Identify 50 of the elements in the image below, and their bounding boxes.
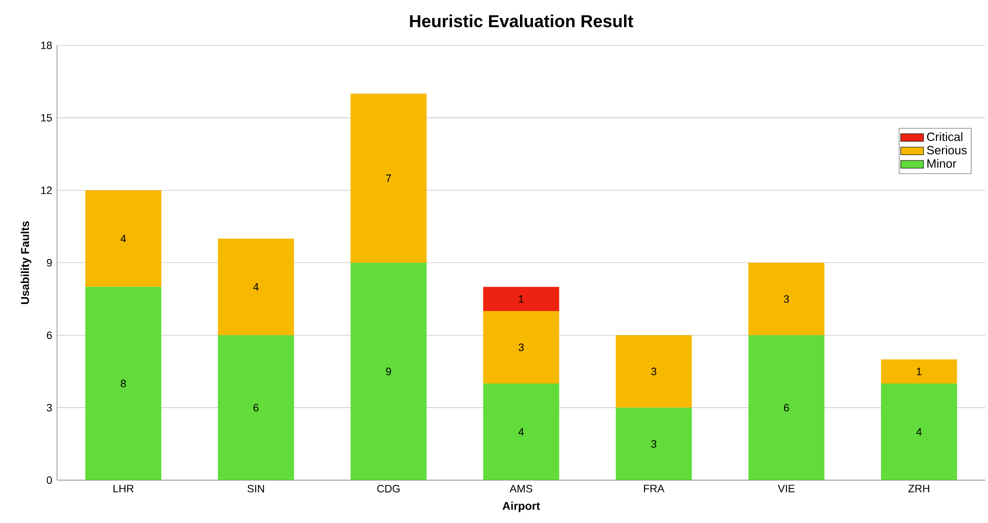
data-label: 1	[916, 368, 922, 376]
chart-title: Heuristic Evaluation Result	[410, 14, 634, 28]
bar	[483, 383, 560, 480]
legend-label: Critical	[927, 132, 962, 141]
bar	[85, 286, 162, 480]
bar	[748, 335, 824, 480]
data-label: 3	[651, 440, 656, 448]
bar	[350, 94, 427, 263]
y-tick-label: 0	[46, 476, 52, 484]
y-tick-label: 18	[41, 41, 52, 50]
bar	[483, 310, 560, 384]
data-label: 3	[651, 368, 656, 376]
bar	[881, 383, 958, 480]
data-label: 3	[518, 343, 524, 351]
y-axis-title: Usability Faults	[20, 221, 32, 304]
x-axis-title: Airport	[502, 501, 540, 512]
data-label: 4	[253, 283, 259, 290]
bar	[616, 408, 692, 480]
y-tick-label: 9	[46, 258, 52, 266]
x-tick-label: LHR	[114, 484, 134, 492]
bar	[483, 286, 560, 311]
bar	[881, 359, 958, 384]
y-tick-label: 15	[41, 114, 52, 122]
x-tick-label: CDG	[377, 484, 400, 492]
x-tick-label: VIE	[778, 484, 795, 492]
y-tick-label: 12	[41, 186, 52, 194]
x-tick-label: FRA	[644, 484, 664, 492]
data-label: 4	[120, 234, 126, 242]
data-label: 8	[120, 380, 126, 388]
x-tick-label: AMS	[510, 484, 532, 492]
y-tick-label: 3	[46, 404, 52, 412]
data-label: 3	[784, 295, 789, 303]
data-label: 6	[254, 404, 258, 412]
data-label: 9	[386, 368, 392, 376]
data-label: 1	[519, 295, 524, 303]
y-tick-label: 6	[46, 331, 52, 339]
data-label: 6	[784, 404, 789, 412]
bar	[350, 262, 427, 480]
x-tick-label: SIN	[248, 484, 264, 492]
bar	[218, 335, 294, 480]
data-label: 4	[518, 428, 524, 436]
legend-label: Minor	[927, 158, 956, 168]
bar	[616, 335, 692, 408]
legend-label: Serious	[926, 146, 967, 154]
bar	[218, 238, 294, 336]
data-label: 4	[916, 428, 922, 436]
bar	[85, 190, 162, 287]
x-tick-label: ZRH	[908, 484, 930, 492]
data-label: 7	[386, 174, 391, 182]
bar	[748, 262, 824, 336]
